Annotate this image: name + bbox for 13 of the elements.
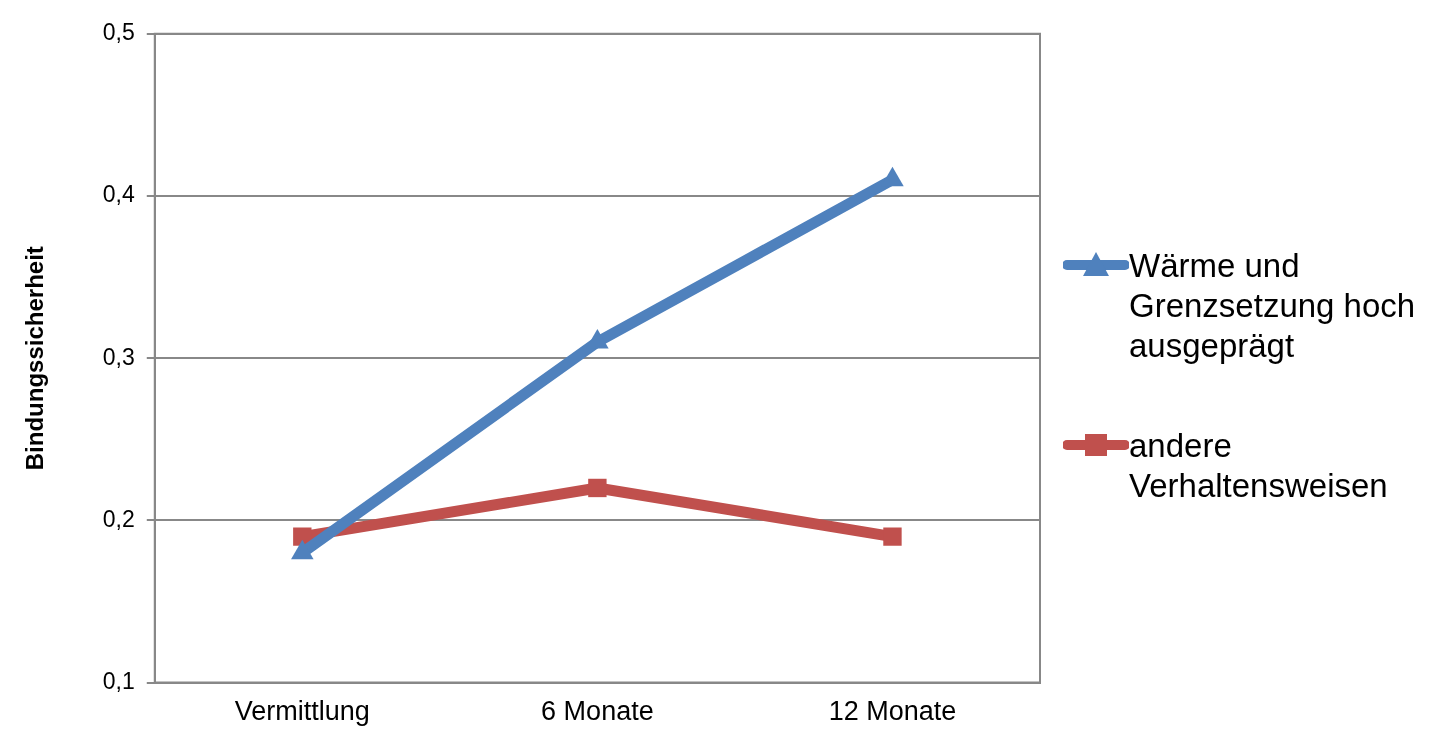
legend-label: andere Verhaltensweisen	[1129, 425, 1389, 506]
x-tick-label: 6 Monate	[541, 696, 654, 727]
legend-label: Wärme und Grenzsetzung hoch ausgeprägt	[1129, 245, 1417, 366]
point	[588, 478, 607, 498]
y-tick-label: 0,4	[102, 181, 135, 208]
y-tick-label: 0,5	[102, 19, 135, 46]
y-tick-label: 0,1	[102, 667, 135, 694]
y-tick-label: 0,2	[102, 505, 135, 532]
y-tick-label: 0,3	[102, 343, 135, 370]
point	[883, 527, 902, 546]
x-tick-label: 12 Monate	[828, 696, 957, 727]
x-tick-label: Vermittlung	[234, 696, 370, 727]
y-axis-title: Bindungssicherheit	[21, 246, 49, 471]
